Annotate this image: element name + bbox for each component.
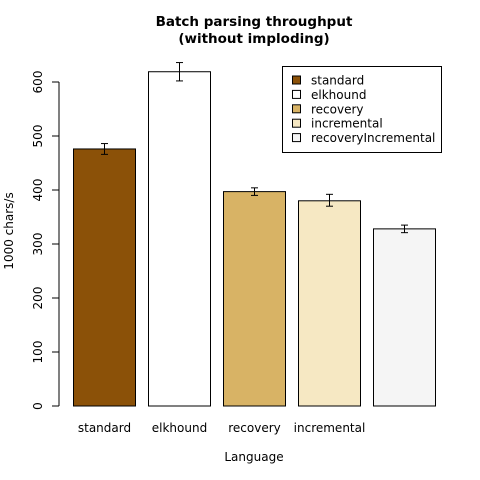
- legend-swatch: [292, 89, 301, 99]
- x-tick-label: incremental: [294, 421, 366, 435]
- x-tick-label: elkhound: [152, 421, 207, 435]
- bar: [298, 200, 361, 407]
- y-tick-label: 300: [31, 233, 45, 256]
- y-tick-label: 500: [31, 125, 45, 148]
- bar: [73, 148, 136, 407]
- legend-box: [282, 66, 442, 153]
- legend-label: elkhound: [311, 88, 366, 102]
- bar: [223, 191, 286, 407]
- bar: [373, 228, 436, 407]
- chart-title-line-2: (without imploding): [178, 31, 329, 47]
- legend-swatch: [292, 104, 301, 114]
- y-axis-label: 1000 chars/s: [2, 192, 16, 269]
- legend-label: incremental: [311, 117, 383, 131]
- y-tick-label: 100: [31, 341, 45, 364]
- legend-label: recovery: [311, 102, 364, 116]
- x-tick-label: recovery: [228, 421, 281, 435]
- bars: [73, 71, 436, 407]
- legend-label: standard: [311, 74, 364, 88]
- chart-title-line-1: Batch parsing throughput: [156, 14, 353, 30]
- y-tick-label: 600: [31, 71, 45, 94]
- y-axis: 0 100 200 300 400 500 600: [31, 71, 60, 410]
- y-tick-label: 0: [31, 402, 45, 410]
- y-tick-label: 200: [31, 287, 45, 310]
- legend-swatch: [292, 75, 301, 85]
- legend-swatch: [292, 118, 301, 128]
- error-bars: [101, 62, 408, 234]
- x-axis-label: Language: [224, 450, 283, 464]
- bar: [148, 71, 211, 407]
- x-tick-label: standard: [78, 421, 131, 435]
- legend-label: recoveryIncremental: [311, 131, 435, 145]
- legend: standardelkhoundrecoveryincrementalrecov…: [282, 66, 442, 153]
- x-tick-labels: standard elkhound recovery incremental: [78, 421, 365, 435]
- legend-swatch: [292, 133, 301, 143]
- y-tick-label: 400: [31, 179, 45, 202]
